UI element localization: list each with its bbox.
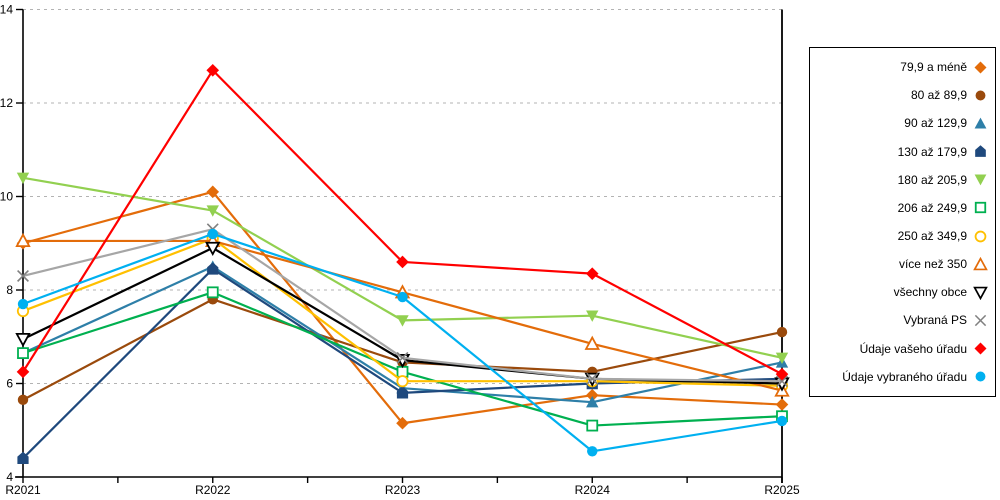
y-tick-label: 4 (6, 470, 13, 484)
data-point (205, 241, 221, 257)
diamond-legend-icon (974, 61, 987, 74)
legend-item: 130 až 179,9 (810, 144, 995, 159)
legend-item-label: 90 až 129,9 (904, 116, 967, 131)
data-point (206, 205, 219, 217)
data-point (396, 386, 409, 399)
data-point (396, 375, 409, 388)
legend-item: 180 až 205,9 (810, 172, 995, 187)
data-point (16, 172, 30, 184)
legend-item: 90 až 129,9 (810, 116, 995, 131)
data-point (587, 446, 598, 457)
diamond-legend-icon (974, 342, 987, 355)
legend-item: všechny obce (810, 285, 995, 300)
y-tick-label: 10 (0, 190, 13, 204)
data-point (207, 262, 219, 275)
data-point (17, 451, 29, 464)
triangle-down-open-legend-icon (973, 286, 988, 300)
data-point (396, 416, 409, 430)
legend-item: 80 až 89,9 (810, 88, 995, 103)
y-tick-label: 14 (0, 3, 13, 17)
data-point (585, 267, 599, 280)
x-tick-label: R2024 (575, 483, 611, 497)
y-tick-label: 6 (6, 377, 13, 391)
legend-item-label: 79,9 a méně (900, 60, 967, 75)
data-point (17, 298, 29, 310)
pentagon-legend-icon (975, 145, 986, 157)
y-tick-label: 12 (0, 96, 13, 110)
triangle-down-legend-icon (974, 174, 987, 186)
data-point (586, 310, 599, 322)
legend-item: Údaje vašeho úřadu (810, 341, 995, 356)
x-tick-label: R2023 (385, 483, 421, 497)
y-tick-label: 8 (6, 283, 13, 297)
legend-item-label: všechny obce (893, 285, 967, 300)
data-point (206, 185, 220, 199)
series-line (22, 69, 783, 376)
legend-item-label: 80 až 89,9 (910, 88, 967, 103)
data-point (206, 63, 220, 77)
x-tick-label: R2025 (764, 483, 800, 497)
legend-item-label: 130 až 179,9 (897, 144, 967, 159)
data-point (396, 351, 409, 364)
data-point (15, 332, 31, 348)
legend: 79,9 a méně 80 až 89,9 90 až 129,9 130 až 1… (809, 47, 996, 397)
data-point (207, 228, 218, 240)
data-point (16, 365, 30, 379)
data-point (586, 396, 599, 408)
data-point (396, 315, 409, 327)
legend-item-label: 180 až 205,9 (897, 172, 967, 187)
series-12 (17, 228, 788, 457)
legend-item: 250 až 349,9 (810, 229, 995, 244)
triangle-up-legend-icon (974, 117, 987, 129)
data-point (775, 352, 789, 364)
data-point (776, 375, 788, 388)
legend-item: Vybraná PS (810, 313, 995, 328)
legend-item-label: Údaje vašeho úřadu (859, 341, 967, 356)
data-point (17, 394, 29, 406)
legend-item-label: více než 350 (898, 257, 967, 272)
legend-item-label: 250 až 349,9 (897, 229, 967, 244)
data-point (397, 291, 408, 303)
data-point (396, 255, 409, 269)
x-tick-label: R2022 (195, 483, 231, 497)
legend-item: 206 až 249,9 (810, 200, 995, 215)
series-10 (17, 223, 788, 388)
circle-legend-icon (975, 371, 986, 382)
data-point (586, 372, 599, 385)
legend-item-label: 206 až 249,9 (897, 200, 967, 215)
x-legend-icon (974, 314, 987, 327)
data-point (206, 286, 219, 299)
circle-legend-icon (975, 90, 986, 101)
data-point (776, 415, 788, 427)
x-tick-label: R2021 (5, 483, 41, 497)
data-point (15, 232, 31, 248)
legend-item-label: Vybraná PS (903, 313, 967, 328)
data-point (584, 335, 600, 350)
data-point (17, 347, 29, 360)
series-5 (16, 172, 789, 364)
legend-item: 79,9 a méně (810, 60, 995, 75)
legend-item: Údaje vybraného úřadu (810, 369, 995, 384)
square-open-legend-icon (974, 202, 987, 214)
legend-item-label: Údaje vybraného úřadu (842, 369, 967, 384)
data-point (586, 419, 599, 432)
data-point (776, 326, 788, 338)
data-point (775, 398, 789, 411)
circle-open-legend-icon (974, 230, 987, 242)
data-point (17, 270, 29, 282)
triangle-up-open-legend-icon (973, 256, 988, 270)
legend-item: více než 350 (810, 256, 995, 272)
